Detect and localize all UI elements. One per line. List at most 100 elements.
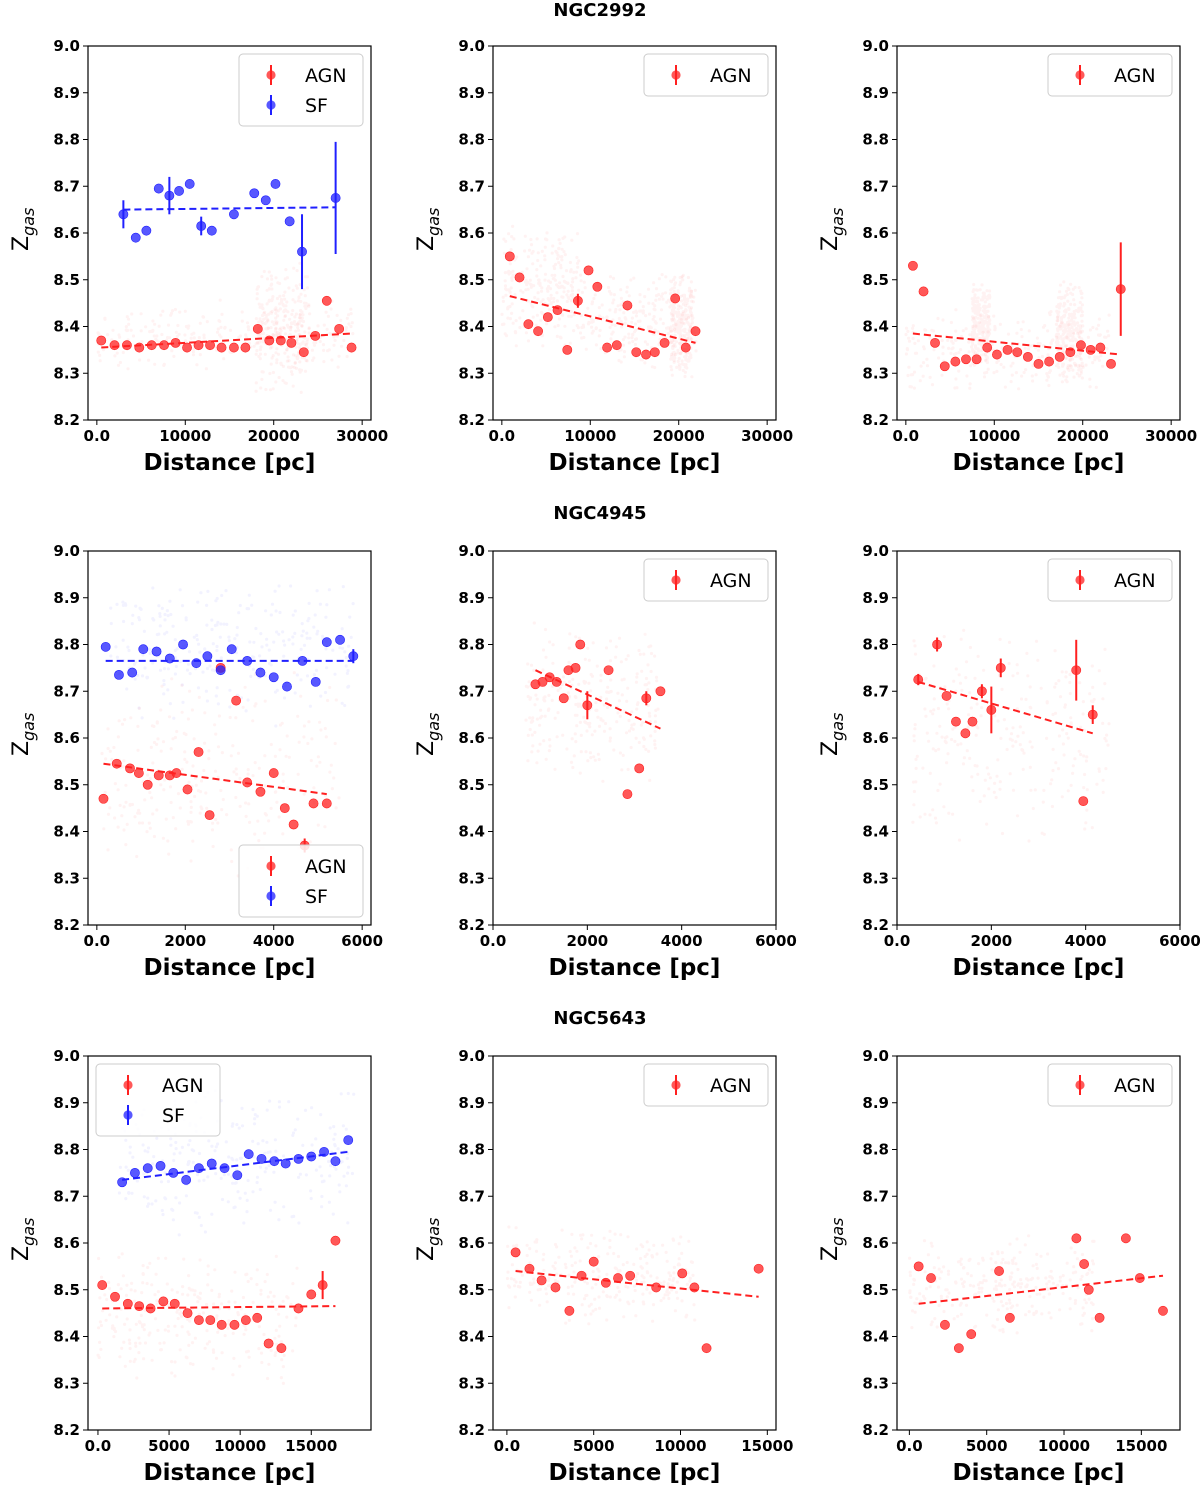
data-point-agn	[613, 1273, 623, 1283]
cloud-point	[1019, 1278, 1023, 1282]
cloud-point	[270, 1300, 274, 1304]
cloud-point	[216, 1142, 220, 1146]
cloud-point	[161, 836, 165, 840]
cloud-point	[1016, 1267, 1020, 1272]
cloud-point	[176, 1308, 180, 1312]
cloud-point	[574, 635, 578, 639]
cloud-point	[1074, 328, 1078, 332]
cloud-point	[347, 644, 351, 648]
cloud-point	[609, 292, 613, 296]
cloud-point	[571, 765, 575, 770]
cloud-point	[583, 720, 587, 724]
cloud-point	[987, 303, 992, 307]
cloud-point	[594, 1244, 598, 1248]
cloud-point	[994, 1287, 999, 1292]
cloud-point	[971, 306, 975, 311]
cloud-point	[672, 286, 676, 290]
cloud-point	[646, 325, 651, 329]
cloud-point	[1000, 346, 1004, 350]
cloud-point	[1046, 353, 1050, 357]
cloud-point	[993, 326, 997, 330]
cloud-point	[583, 1280, 587, 1284]
y-tick-label: 9.0	[53, 37, 80, 55]
cloud-point	[972, 320, 976, 324]
cloud-point	[974, 344, 978, 348]
cloud-point	[1000, 1251, 1004, 1255]
data-point-agn	[552, 305, 563, 316]
cloud-point	[1080, 319, 1084, 323]
data-point-agn	[1094, 1312, 1105, 1323]
data-point-sf	[249, 188, 260, 199]
cloud-point	[267, 1362, 271, 1366]
cloud-point	[208, 664, 212, 668]
cloud-point	[566, 1292, 571, 1296]
cloud-point	[507, 272, 511, 276]
cloud-point	[587, 320, 591, 324]
cloud-point	[293, 1128, 297, 1132]
cloud-point	[685, 331, 689, 336]
cloud-point	[565, 299, 569, 304]
cloud-point	[192, 336, 196, 340]
cloud-point	[687, 1239, 691, 1243]
cloud-point	[573, 732, 577, 736]
cloud-point	[607, 289, 612, 293]
cloud-point	[298, 312, 302, 316]
cloud-point	[909, 1295, 913, 1299]
cloud-point	[687, 358, 691, 362]
cloud-point	[1085, 1272, 1089, 1277]
cloud-point	[615, 720, 619, 724]
cloud-point	[982, 291, 986, 295]
cloud-point	[124, 325, 128, 329]
cloud-point	[190, 1148, 194, 1152]
cloud-point	[1080, 1322, 1084, 1326]
cloud-point	[149, 329, 154, 333]
cloud-point	[544, 655, 548, 659]
cloud-point	[553, 767, 557, 771]
cloud-point	[1035, 336, 1039, 340]
cloud-point	[975, 702, 979, 706]
data-point-agn	[204, 810, 215, 821]
data-point-sf	[319, 1146, 329, 1157]
cloud-point	[593, 758, 597, 762]
cloud-point	[1017, 387, 1021, 391]
cloud-point	[1055, 327, 1060, 331]
data-point-agn	[701, 1343, 712, 1354]
cloud-point	[664, 275, 668, 279]
cloud-point	[214, 1172, 218, 1176]
data-point-agn	[134, 342, 145, 353]
cloud-point	[537, 281, 541, 285]
cloud-point	[689, 291, 693, 295]
cloud-point	[505, 1276, 510, 1281]
cloud-point	[328, 1174, 332, 1178]
cloud-point	[637, 740, 641, 745]
cloud-point	[681, 315, 685, 319]
cloud-point	[1058, 283, 1063, 287]
cloud-point	[1061, 329, 1065, 333]
cloud-point	[640, 358, 645, 362]
cloud-point	[974, 304, 978, 308]
cloud-point	[1025, 1277, 1029, 1281]
data-point-sf	[206, 225, 217, 236]
cloud-point	[982, 330, 986, 334]
cloud-point	[651, 317, 655, 321]
cloud-point	[303, 336, 307, 340]
cloud-point	[308, 636, 312, 640]
cloud-point	[1010, 1271, 1014, 1275]
cloud-point	[203, 711, 207, 715]
cloud-point	[966, 1272, 970, 1276]
cloud-point	[569, 299, 573, 303]
cloud-point	[1024, 1285, 1028, 1289]
cloud-point	[274, 332, 278, 336]
data-point-agn	[523, 319, 534, 330]
cloud-point	[268, 388, 273, 392]
cloud-point	[1071, 335, 1075, 339]
cloud-point	[311, 358, 315, 362]
cloud-point	[912, 803, 916, 807]
cloud-point	[125, 687, 129, 691]
cloud-point	[954, 377, 958, 381]
cloud-point	[683, 317, 687, 321]
cloud-point	[983, 295, 987, 299]
cloud-point	[278, 302, 282, 306]
cloud-point	[690, 321, 695, 325]
cloud-point	[595, 664, 599, 668]
